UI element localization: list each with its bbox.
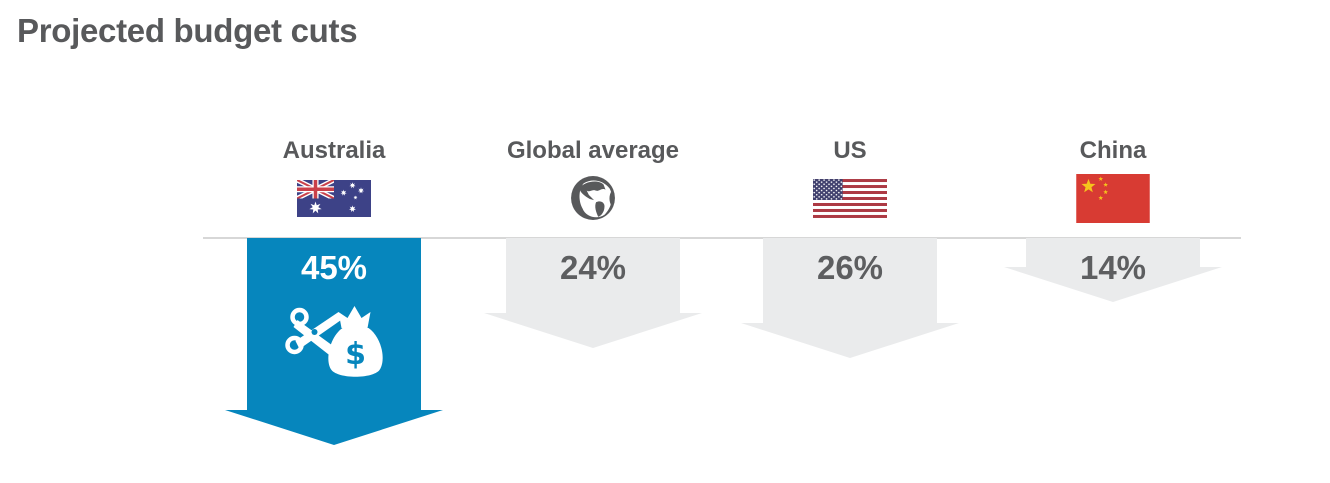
globe-icon [484, 170, 702, 226]
value-label-australia: 45% [300, 249, 368, 286]
value-label-china: 14% [1079, 249, 1147, 286]
value-label-global-average: 24% [559, 249, 627, 286]
arrow-global-average: 24% [484, 238, 702, 349]
arrow-china: 14% [1004, 238, 1222, 303]
country-label-us: US [833, 137, 867, 164]
australia-flag-icon [225, 170, 443, 226]
country-label-global-average: Global average [506, 137, 680, 164]
down-arrow-shape-global-average [484, 238, 702, 348]
svg-text:$: $ [345, 337, 366, 372]
down-arrow-shape-us [741, 238, 959, 358]
arrow-us: 26% [741, 238, 959, 359]
china-flag-icon [1004, 170, 1222, 226]
down-arrow-shape-china [1004, 238, 1222, 302]
country-label-china: China [1079, 137, 1147, 164]
scissors-money-bag-icon: $ [285, 304, 384, 385]
country-label-australia: Australia [282, 137, 386, 164]
baseline-rule [203, 237, 1241, 239]
page-title: Projected budget cuts [17, 12, 358, 49]
us-flag-icon [741, 170, 959, 226]
arrow-australia: 45% $ [225, 238, 443, 446]
value-label-us: 26% [816, 249, 884, 286]
